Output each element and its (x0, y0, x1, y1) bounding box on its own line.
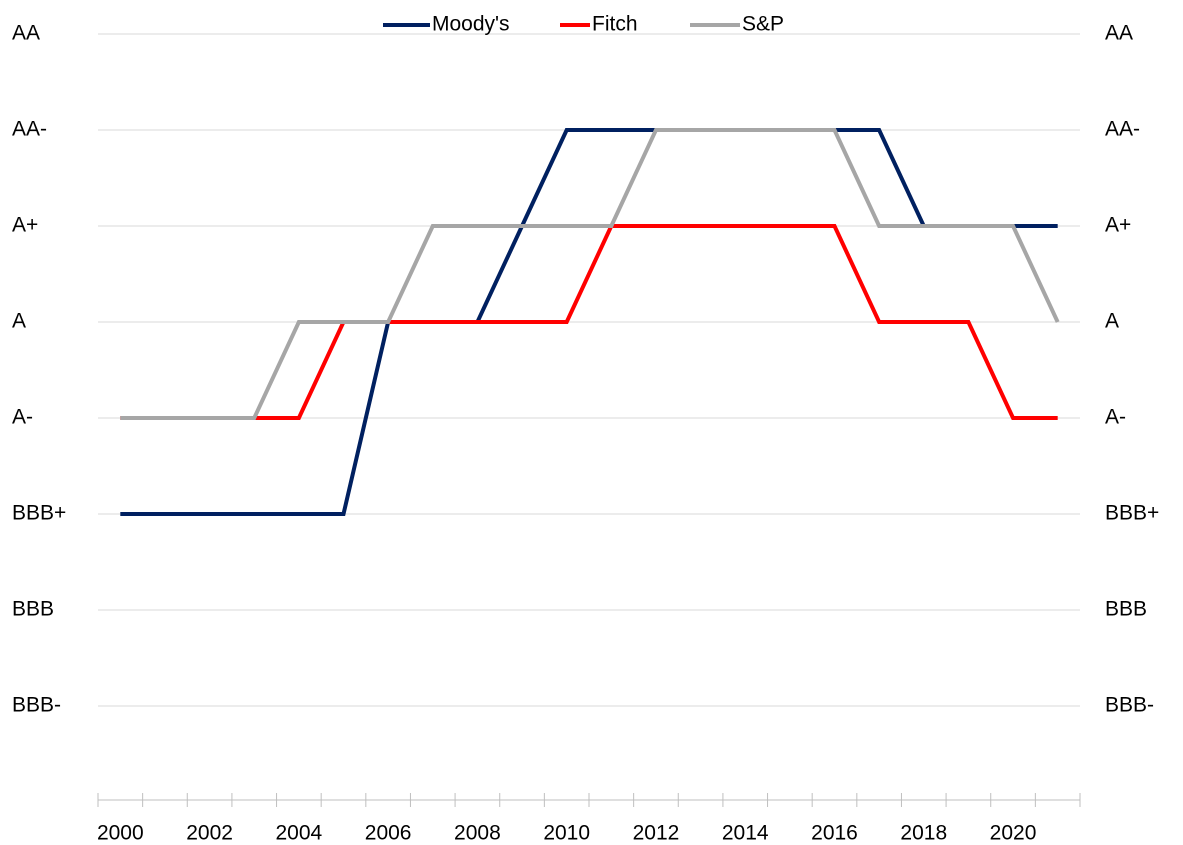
y-tick-label: AA (12, 22, 40, 45)
x-tick-label: 2002 (186, 822, 233, 845)
legend-label: S&P (742, 13, 784, 36)
y2-tick-label: A (1105, 310, 1119, 333)
line-series (120, 224, 1058, 420)
y-tick-label: A- (12, 406, 33, 429)
line-series (120, 128, 1060, 420)
y2-tick-label: AA- (1105, 118, 1140, 141)
y-tick-label: BBB (12, 598, 54, 621)
y-tick-label: A (12, 310, 26, 333)
x-tick-label: 2014 (722, 822, 769, 845)
legend-label: Fitch (592, 13, 638, 36)
y-tick-label: AA- (12, 118, 47, 141)
y-tick-label: BBB- (12, 694, 61, 717)
x-tick-label: 2016 (811, 822, 858, 845)
x-tick-label: 2012 (633, 822, 680, 845)
x-tick-label: 2010 (543, 822, 590, 845)
y2-tick-label: BBB (1105, 598, 1147, 621)
x-tick-label: 2006 (365, 822, 412, 845)
y2-tick-label: BBB- (1105, 694, 1154, 717)
legend-label: Moody's (432, 13, 510, 36)
y2-tick-label: AA (1105, 22, 1133, 45)
y2-tick-label: BBB+ (1105, 502, 1159, 525)
y2-tick-label: A+ (1105, 214, 1131, 237)
y-tick-label: BBB+ (12, 502, 66, 525)
x-tick-label: 2004 (276, 822, 323, 845)
x-tick-label: 2008 (454, 822, 501, 845)
x-tick-label: 2018 (900, 822, 947, 845)
x-tick-label: 2020 (990, 822, 1037, 845)
x-tick-label: 2000 (97, 822, 144, 845)
line-series (120, 128, 1058, 516)
y-tick-label: A+ (12, 214, 38, 237)
y2-tick-label: A- (1105, 406, 1126, 429)
